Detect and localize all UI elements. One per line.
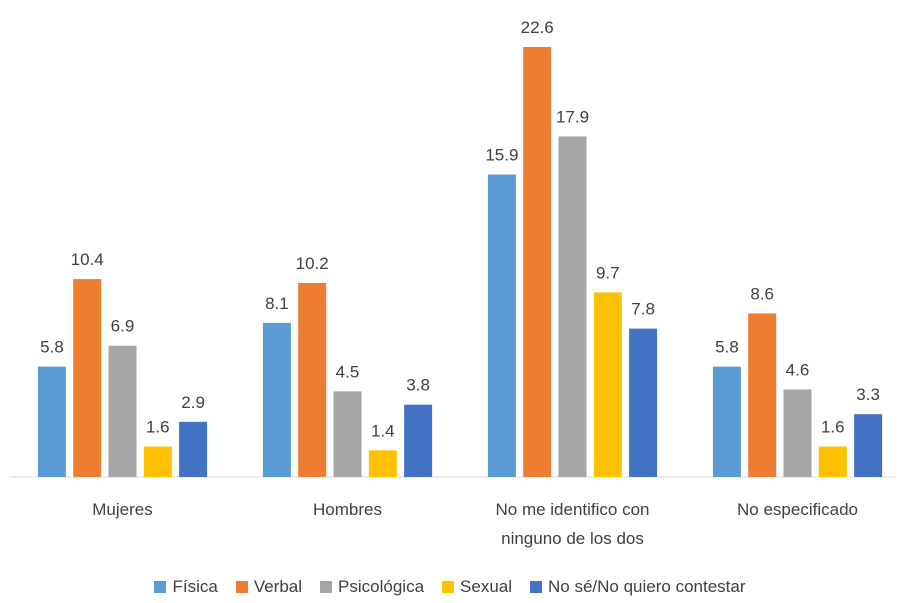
bar	[523, 47, 552, 477]
bar	[179, 421, 208, 477]
data-label: 2.9	[181, 393, 205, 412]
data-label: 4.5	[336, 362, 360, 381]
bar	[629, 328, 658, 477]
bar	[818, 446, 847, 477]
legend-label: Psicológica	[338, 577, 425, 596]
bar	[558, 136, 587, 477]
legend-swatch	[530, 581, 543, 593]
legend-label: Física	[172, 577, 218, 596]
x-tick-label: No especificado	[737, 500, 858, 519]
data-label: 15.9	[485, 145, 518, 164]
bar	[368, 450, 397, 477]
data-label: 1.6	[821, 418, 845, 437]
legend-item: No sé/No quiero contestar	[530, 577, 746, 597]
legend-item: Verbal	[235, 577, 303, 597]
data-label: 1.6	[146, 418, 170, 437]
legend-swatch	[235, 581, 248, 593]
x-tick-label: No me identifico con ninguno de los dos	[495, 500, 650, 548]
legend-label: No sé/No quiero contestar	[548, 577, 746, 596]
data-label: 8.1	[265, 294, 289, 313]
legend: Física Verbal Psicológica Sexual No sé/No qu…	[0, 577, 900, 597]
data-label: 9.7	[596, 263, 620, 282]
bar	[748, 313, 777, 477]
bar	[333, 391, 362, 477]
bar	[487, 174, 516, 477]
legend-item: Psicológica	[320, 577, 424, 597]
bar	[262, 322, 291, 477]
data-label: 6.9	[111, 317, 135, 336]
legend-label: Verbal	[253, 577, 303, 596]
bar	[143, 446, 172, 477]
data-label: 17.9	[556, 107, 589, 126]
data-label: 1.4	[371, 421, 395, 440]
x-tick-label: Mujeres	[92, 500, 153, 519]
bar	[37, 366, 66, 477]
legend-swatch	[442, 581, 455, 593]
data-label: 3.8	[406, 376, 430, 395]
legend-item: Física	[154, 577, 218, 597]
bar	[108, 345, 137, 477]
data-label: 22.6	[521, 18, 554, 37]
x-tick-label: Hombres	[313, 500, 382, 519]
bar	[712, 366, 741, 477]
bar	[298, 282, 327, 477]
bar	[854, 414, 883, 477]
legend-label: Sexual	[460, 577, 513, 596]
bar	[593, 292, 622, 477]
data-label: 7.8	[631, 300, 655, 319]
data-label: 4.6	[786, 360, 810, 379]
data-label: 10.4	[71, 250, 104, 269]
legend-swatch	[320, 581, 333, 593]
data-label: 10.2	[296, 254, 329, 273]
bar	[73, 279, 102, 477]
bar	[783, 389, 812, 477]
bar	[404, 404, 433, 477]
data-label: 5.8	[715, 338, 739, 357]
legend-swatch	[154, 581, 167, 593]
legend-item: Sexual	[442, 577, 512, 597]
data-label: 3.3	[856, 385, 880, 404]
data-label: 5.8	[40, 338, 64, 357]
data-label: 8.6	[750, 284, 774, 303]
